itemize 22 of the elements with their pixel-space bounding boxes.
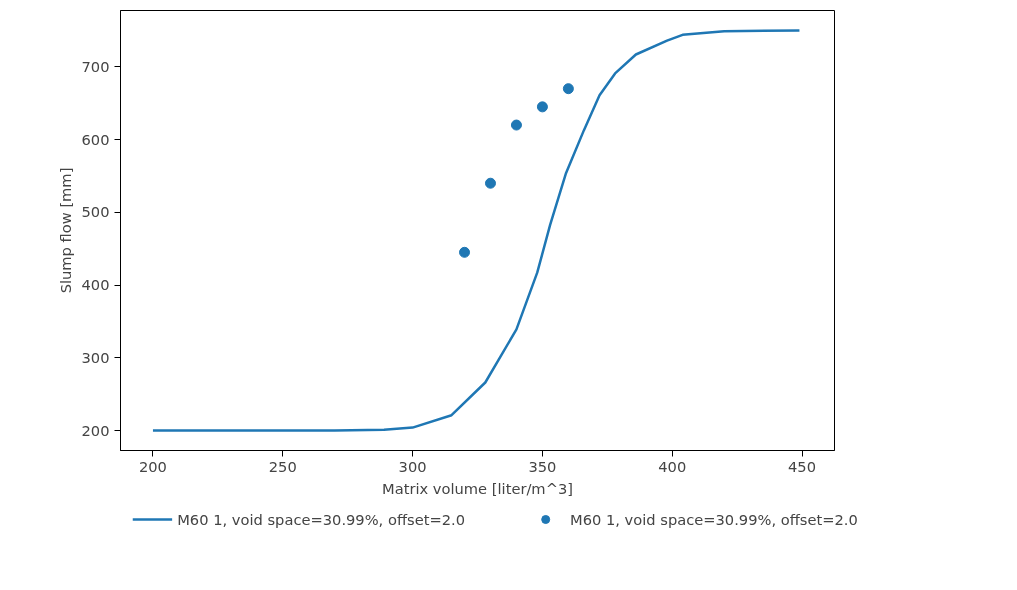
y-tick-label: 200 (81, 421, 110, 439)
line-series (151, 29, 801, 432)
y-tick-label: 600 (81, 130, 110, 148)
x-tick-label: 200 (138, 457, 167, 475)
point (459, 246, 471, 258)
y-tick-label: 300 (81, 348, 110, 366)
x-tick-label: 350 (528, 457, 557, 475)
point (510, 119, 522, 131)
y-tick-label: 400 (81, 276, 110, 294)
x-tick-label: 300 (398, 457, 427, 475)
point (484, 177, 496, 189)
y-tick-label: 700 (81, 57, 110, 75)
x-tick-label: 450 (788, 457, 817, 475)
x-tick-label: 250 (268, 457, 297, 475)
legend-label: M60 1, void space=30.99%, offset=2.0 (177, 510, 465, 528)
legend-label: M60 1, void space=30.99%, offset=2.0 (570, 510, 858, 528)
point (536, 101, 548, 113)
y-axis-title: Slump flow [mm] (56, 167, 74, 294)
x-axis-title: Matrix volume [liter/m^3] (382, 479, 573, 497)
y-tick-label: 500 (81, 203, 110, 221)
x-tick-label: 400 (658, 457, 687, 475)
point (562, 83, 574, 95)
